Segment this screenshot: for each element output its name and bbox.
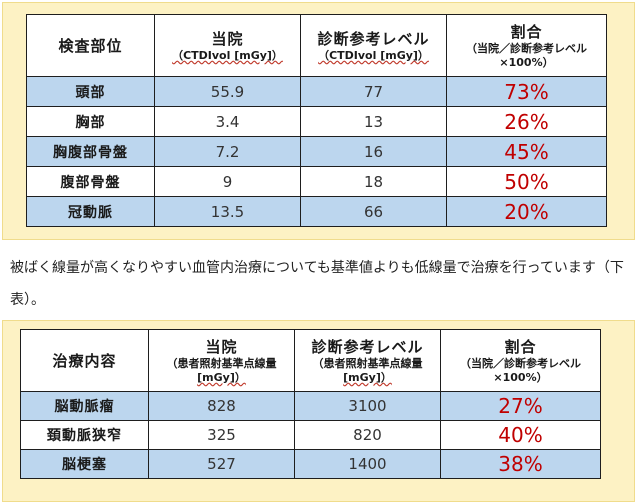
ratio-cell: 26% [446,106,607,137]
drl-cell: 820 [294,420,441,450]
hospital-dose-cell: 7.2 [154,136,301,167]
table-header-row: 検査部位 当院 （CTDIvol [mGy]） 診断参考レベル （CTDIvol… [26,14,607,77]
treatment-cell: 脳梗塞 [20,449,149,479]
table-row: 腹部骨盤 9 18 50% [26,166,607,197]
table-row: 胸腹部骨盤 7.2 16 45% [26,136,607,167]
table-header-row: 治療内容 当院 （患者照射基準点線量 [mGy]） 診断参考レベル （患者照射基… [20,329,601,392]
table-row: 頚動脈狭窄 325 820 40% [20,420,601,450]
exam-part-cell: 胸部 [26,106,155,137]
ratio-cell: 40% [440,420,601,450]
drl-cell: 66 [300,196,447,227]
ratio-cell: 27% [440,391,601,421]
header-drl: 診断参考レベル （CTDIvol [mGy]） [300,14,447,77]
header-ratio: 割合 （当院／診断参考レベル ×100%） [446,14,607,77]
hospital-dose-cell: 527 [148,449,295,479]
header-drl: 診断参考レベル （患者照射基準点線量 [mGy]） [294,329,441,392]
ivr-dose-table: 治療内容 当院 （患者照射基準点線量 [mGy]） 診断参考レベル （患者照射基… [20,329,601,479]
exam-part-cell: 腹部骨盤 [26,166,155,197]
table-row: 頭部 55.9 77 73% [26,76,607,107]
ratio-cell: 20% [446,196,607,227]
drl-cell: 77 [300,76,447,107]
header-hospital: 当院 （患者照射基準点線量 [mGy]） [148,329,295,392]
table-row: 脳梗塞 527 1400 38% [20,449,601,479]
header-treatment: 治療内容 [20,329,149,392]
ct-dose-table: 検査部位 当院 （CTDIvol [mGy]） 診断参考レベル （CTDIvol… [26,14,607,227]
hospital-dose-cell: 13.5 [154,196,301,227]
ratio-cell: 50% [446,166,607,197]
header-exam-part: 検査部位 [26,14,155,77]
hospital-dose-cell: 55.9 [154,76,301,107]
treatment-cell: 脳動脈瘤 [20,391,149,421]
drl-cell: 3100 [294,391,441,421]
table-row: 胸部 3.4 13 26% [26,106,607,137]
body-paragraph: 被ばく線量が高くなりやすい血管内治療についても基準値よりも低線量で治療を行ってい… [10,260,624,308]
drl-cell: 18 [300,166,447,197]
hospital-dose-cell: 9 [154,166,301,197]
hospital-dose-cell: 3.4 [154,106,301,137]
header-hospital: 当院 （CTDIvol [mGy]） [154,14,301,77]
drl-cell: 13 [300,106,447,137]
ratio-cell: 38% [440,449,601,479]
ratio-cell: 73% [446,76,607,107]
treatment-cell: 頚動脈狭窄 [20,420,149,450]
ratio-cell: 45% [446,136,607,167]
hospital-dose-cell: 828 [148,391,295,421]
hospital-dose-cell: 325 [148,420,295,450]
drl-cell: 16 [300,136,447,167]
exam-part-cell: 頭部 [26,76,155,107]
drl-cell: 1400 [294,449,441,479]
table-row: 脳動脈瘤 828 3100 27% [20,391,601,421]
exam-part-cell: 冠動脈 [26,196,155,227]
table-row: 冠動脈 13.5 66 20% [26,196,607,227]
header-ratio: 割合 （当院／診断参考レベル ×100%） [440,329,601,392]
exam-part-cell: 胸腹部骨盤 [26,136,155,167]
